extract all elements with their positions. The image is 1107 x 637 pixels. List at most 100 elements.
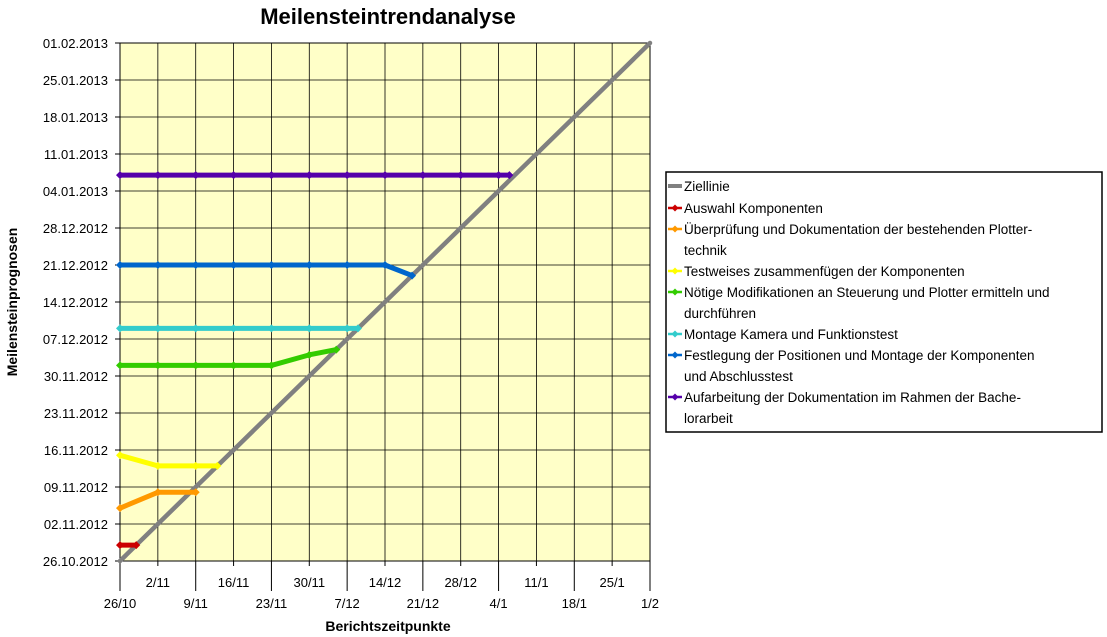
y-tick-label: 14.12.2012 [43, 295, 108, 310]
x-tick-label: 1/2 [641, 596, 659, 611]
series-marker [153, 361, 162, 370]
legend-marker [671, 204, 679, 212]
series-marker [305, 350, 314, 359]
series-marker [267, 324, 276, 333]
legend-marker [671, 267, 679, 275]
legend: Ziellinie Auswahl Komponenten Überprüfung … [668, 179, 1049, 426]
series-marker [116, 541, 124, 550]
series-marker [229, 324, 238, 333]
legend-label: technik [684, 243, 727, 258]
x-tick-label: 25/1 [599, 575, 624, 590]
legend-marker [671, 393, 679, 401]
series-marker [353, 324, 362, 333]
y-tick-label: 09.11.2012 [44, 480, 108, 495]
x-tick-label: 30/11 [293, 575, 325, 590]
x-tick-label: 7/12 [334, 596, 359, 611]
series-marker [418, 171, 427, 180]
series-marker [381, 261, 389, 269]
legend-label: und Abschlusstest [684, 369, 793, 384]
x-tick-label: 9/11 [184, 596, 208, 611]
series-marker [132, 541, 141, 550]
x-tick-label: 28/12 [444, 575, 477, 590]
y-tick-label: 26.10.2012 [43, 554, 108, 569]
chart-title: Meilensteintrendanalyse [260, 4, 516, 29]
legend-label: Festlegung der Positionen und Montage de… [684, 348, 1035, 363]
legend-marker [671, 288, 679, 296]
series-marker [116, 324, 124, 333]
legend-label: Aufarbeitung der Dokumentation im Rahmen… [684, 390, 1021, 405]
x-axis-ticks: 26/10 2/11 9/11 16/11 23/11 30/11 7/12 14/12 21/… [104, 561, 659, 611]
series-marker [343, 324, 352, 333]
series-marker [229, 171, 238, 180]
series-marker [229, 361, 238, 370]
y-tick-label: 04.01.2013 [43, 184, 108, 199]
y-tick-label: 16.11.2012 [44, 443, 108, 458]
series-marker [343, 261, 352, 269]
y-tick-label: 02.11.2012 [44, 517, 108, 532]
legend-marker [671, 351, 679, 359]
series-marker [213, 461, 222, 470]
legend-label: durchführen [684, 306, 756, 321]
y-tick-label: 21.12.2012 [43, 258, 108, 273]
x-tick-label: 23/11 [256, 596, 288, 611]
y-tick-label: 01.02.2013 [43, 36, 108, 51]
x-tick-label: 2/11 [146, 575, 170, 590]
series-marker [153, 461, 162, 470]
legend-marker [671, 330, 679, 338]
series-marker [332, 345, 341, 354]
x-tick-label: 16/11 [218, 575, 250, 590]
legend-label: Montage Kamera und Funktionstest [684, 327, 898, 342]
series-marker [191, 171, 200, 180]
y-axis-title: Meilensteinprognosen [4, 228, 20, 377]
series-marker [153, 261, 162, 269]
y-tick-label: 11.01.2013 [44, 147, 108, 162]
y-tick-label: 07.12.2012 [43, 332, 108, 347]
legend-label: Ziellinie [684, 179, 730, 194]
legend-label: Testweises zusammenfügen der Komponenten [684, 264, 965, 279]
series-marker [229, 261, 238, 269]
target-line [117, 40, 653, 564]
series-marker [153, 171, 162, 180]
legend-label: lorarbeit [684, 411, 733, 426]
series-marker [267, 361, 276, 370]
legend-label: Nötige Modifikationen an Steuerung und P… [684, 285, 1049, 300]
series-marker [267, 171, 276, 180]
series-marker [191, 324, 200, 333]
series-marker [116, 361, 124, 370]
series-marker [505, 171, 514, 180]
series-marker [116, 171, 124, 180]
grid-lines [119, 42, 651, 562]
y-tick-label: 25.01.2013 [43, 73, 108, 88]
series-layer [116, 40, 653, 564]
y-tick-label: 23.11.2012 [44, 406, 108, 421]
series-marker [116, 504, 124, 513]
y-tick-label: 18.01.2013 [43, 110, 108, 125]
series-marker [456, 171, 465, 180]
legend-label: Überprüfung und Dokumentation der besteh… [684, 222, 1032, 237]
y-tick-label: 30.11.2012 [44, 369, 108, 384]
series-marker [267, 261, 276, 269]
x-axis-title: Berichtszeitpunkte [325, 618, 450, 634]
series-marker [343, 171, 352, 180]
series-marker [191, 261, 200, 269]
series-marker [305, 171, 314, 180]
x-tick-label: 14/12 [369, 575, 402, 590]
y-axis-ticks: 26.10.2012 02.11.2012 09.11.2012 16.11.2012… [43, 36, 120, 569]
x-tick-label: 26/10 [104, 596, 137, 611]
series-marker [191, 488, 200, 497]
series-marker [116, 451, 124, 460]
x-tick-label: 4/1 [490, 596, 508, 611]
series-line [117, 452, 220, 469]
y-tick-label: 28.12.2012 [43, 221, 108, 236]
series-marker [191, 461, 200, 470]
legend-box [665, 171, 1103, 433]
series-marker [305, 324, 314, 333]
series-marker [153, 324, 162, 333]
legend-marker [671, 225, 679, 233]
legend-label: Auswahl Komponenten [684, 201, 823, 216]
series-marker [305, 261, 314, 269]
series-marker [408, 271, 417, 280]
series-marker [494, 171, 503, 180]
series-marker [191, 361, 200, 370]
